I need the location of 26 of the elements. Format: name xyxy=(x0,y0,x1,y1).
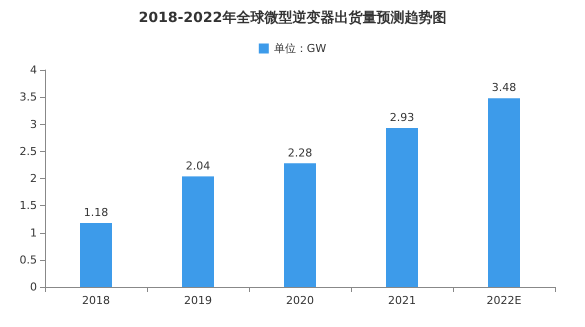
bar xyxy=(488,98,520,287)
y-tick-label: 2.5 xyxy=(20,144,37,158)
data-label: 2.28 xyxy=(288,146,312,160)
y-tick-label: 3.5 xyxy=(20,90,37,104)
data-label: 2.93 xyxy=(390,111,414,124)
x-tick-label: 2019 xyxy=(184,294,212,307)
x-tick-label: 2021 xyxy=(388,294,416,307)
chart-title: 2018-2022年全球微型逆变器出货量预测趋势图 xyxy=(138,9,446,26)
y-tick-label: 3 xyxy=(30,118,37,131)
y-tick-label: 4 xyxy=(30,64,37,76)
y-tick-label: 0 xyxy=(30,280,37,294)
legend-label: 单位：GW xyxy=(274,42,326,55)
x-tick-label: 2018 xyxy=(82,294,110,307)
bar xyxy=(284,163,316,287)
y-tick-label: 1 xyxy=(30,226,37,240)
y-tick-label: 1.5 xyxy=(20,199,37,212)
data-label: 2.04 xyxy=(186,159,210,172)
data-label: 3.48 xyxy=(492,81,516,94)
x-tick-label: 2022E xyxy=(486,294,522,307)
y-tick-label: 2 xyxy=(30,172,37,185)
bar xyxy=(386,128,418,287)
bar xyxy=(80,222,112,287)
x-tick-label: 2020 xyxy=(286,294,314,307)
data-label: 1.18 xyxy=(84,206,108,219)
y-tick-label: 0.5 xyxy=(20,253,37,266)
bar xyxy=(182,176,214,287)
